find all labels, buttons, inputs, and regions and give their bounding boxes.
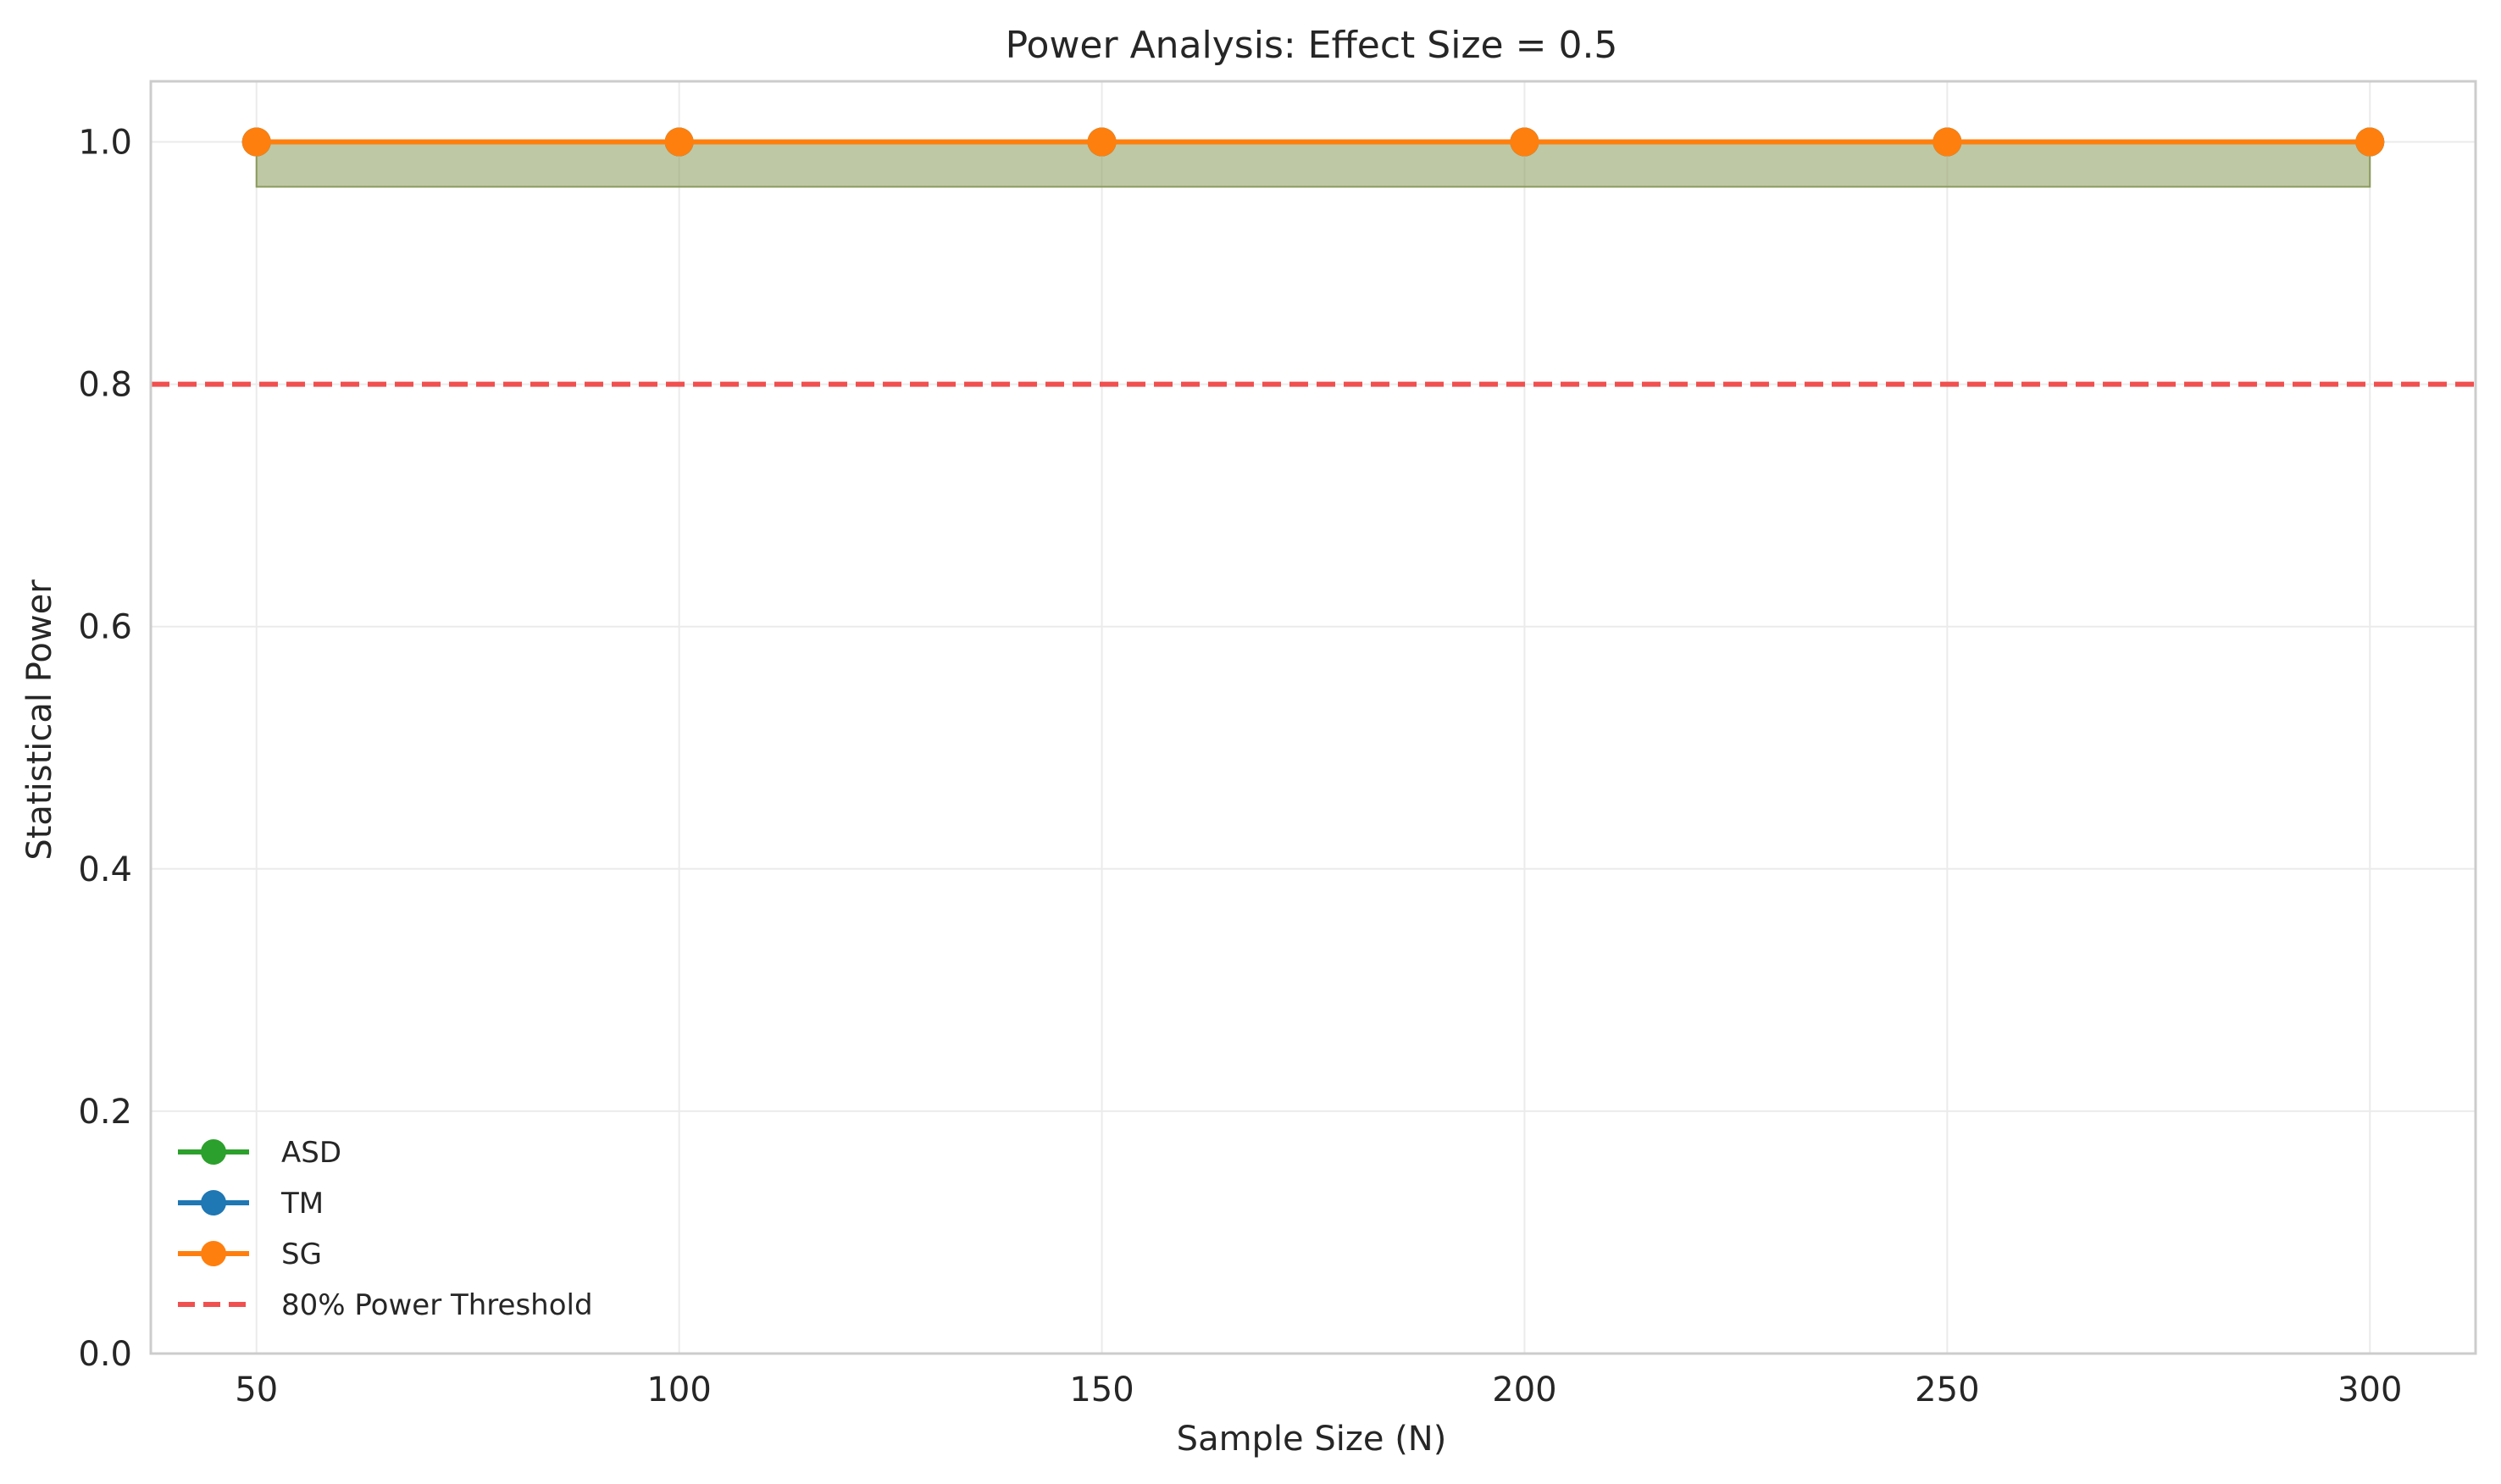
legend-label-asd: ASD bbox=[281, 1136, 341, 1170]
y-tick-label: 0.4 bbox=[78, 850, 132, 889]
x-tick-label: 250 bbox=[1915, 1370, 1979, 1409]
y-tick-label: 0.8 bbox=[78, 366, 132, 405]
x-tick-label: 150 bbox=[1069, 1370, 1134, 1409]
legend-label-sg: SG bbox=[281, 1238, 322, 1271]
data-point-sg bbox=[1087, 127, 1117, 157]
data-point-sg bbox=[2355, 127, 2385, 157]
data-point-sg bbox=[664, 127, 694, 157]
legend-marker-asd bbox=[201, 1139, 226, 1165]
data-point-sg bbox=[1933, 127, 1962, 157]
x-axis-ticks: 50 100 150 200 250 300 bbox=[235, 1370, 2402, 1409]
confidence-band-layer bbox=[255, 141, 2371, 188]
legend-label-tm: TM bbox=[280, 1187, 324, 1221]
legend: ASD TM SG 80% Power Threshold bbox=[178, 1136, 593, 1322]
legend-marker-tm bbox=[201, 1190, 226, 1215]
confidence-band bbox=[255, 141, 2371, 188]
y-tick-label: 1.0 bbox=[78, 124, 132, 163]
x-tick-label: 50 bbox=[235, 1370, 278, 1409]
x-tick-label: 300 bbox=[2337, 1370, 2402, 1409]
legend-label-80-power-threshold: 80% Power Threshold bbox=[281, 1288, 593, 1322]
y-tick-label: 0.0 bbox=[78, 1335, 132, 1374]
series-layer bbox=[241, 127, 2385, 157]
y-axis-ticks: 0.0 0.2 0.4 0.6 0.8 1.0 bbox=[78, 124, 132, 1374]
legend-marker-sg bbox=[201, 1241, 226, 1266]
y-axis-label: Statistical Power bbox=[20, 579, 59, 861]
data-point-sg bbox=[1510, 127, 1539, 157]
y-tick-label: 0.2 bbox=[78, 1093, 132, 1132]
data-point-sg bbox=[241, 127, 271, 157]
x-axis-label: Sample Size (N) bbox=[1177, 1420, 1447, 1459]
y-tick-label: 0.6 bbox=[78, 608, 132, 647]
x-tick-label: 100 bbox=[646, 1370, 711, 1409]
chart-title: Power Analysis: Effect Size = 0.5 bbox=[1006, 24, 1618, 67]
x-tick-label: 200 bbox=[1492, 1370, 1556, 1409]
plot-frame bbox=[149, 80, 2477, 1355]
